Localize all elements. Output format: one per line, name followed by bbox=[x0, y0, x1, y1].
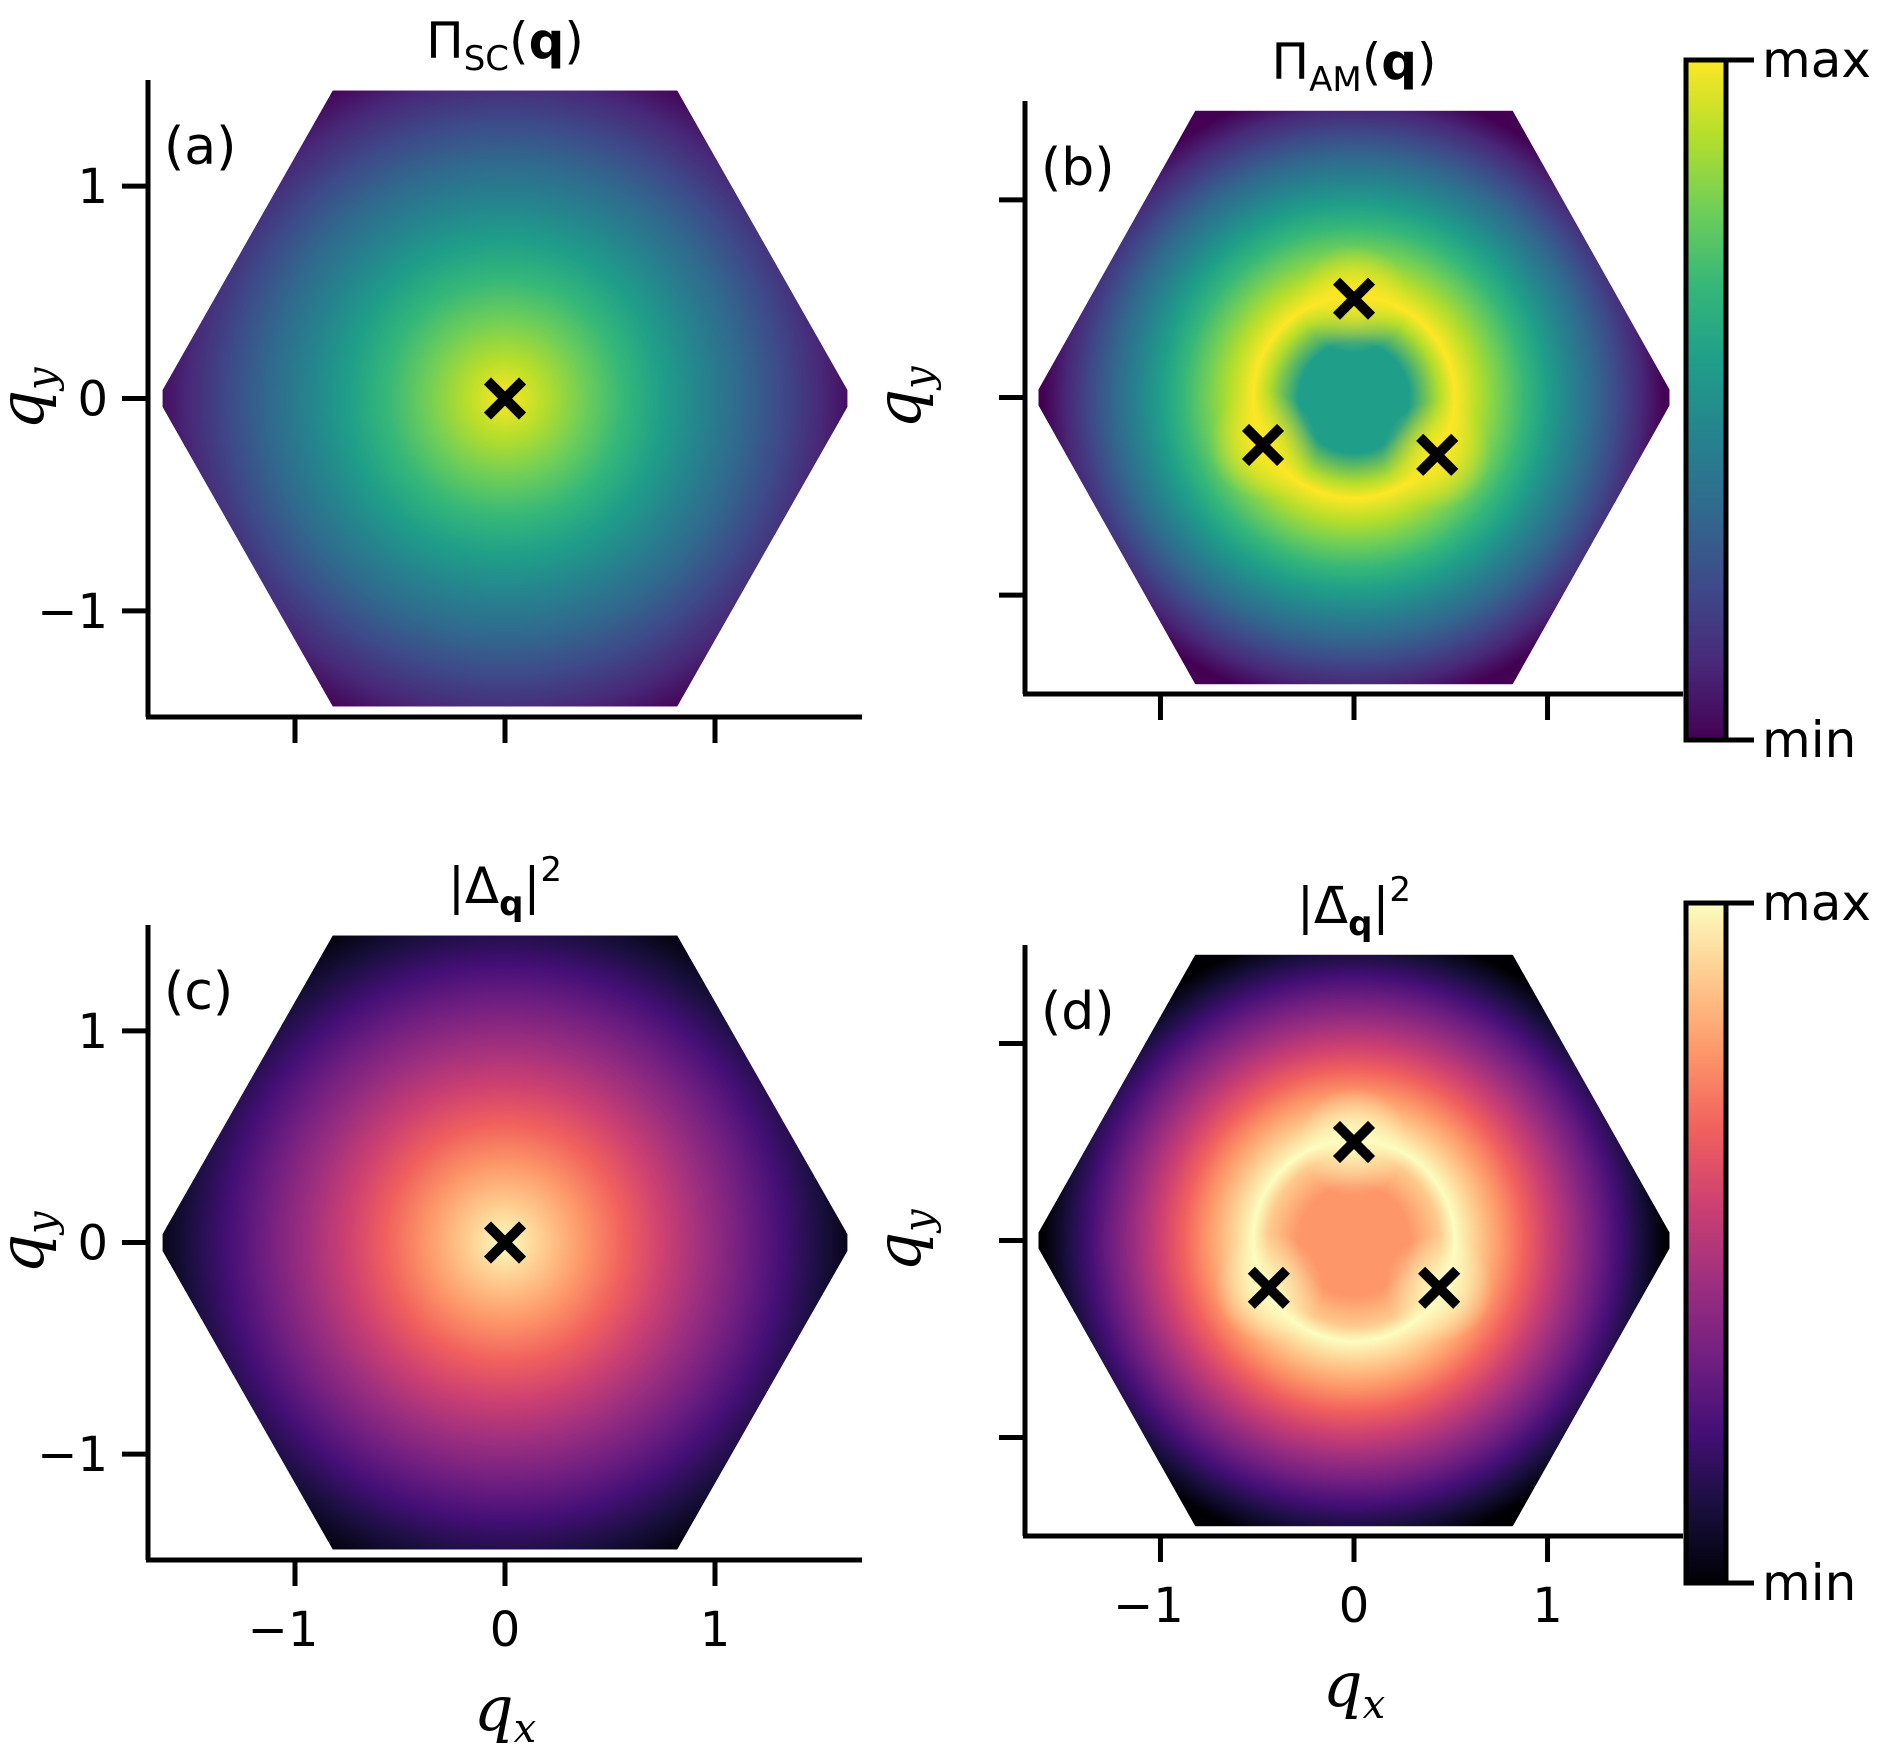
panel-title: |Δ̄q|2 bbox=[1297, 870, 1411, 944]
panel-letter: (b) bbox=[1041, 138, 1115, 198]
colorbar: max min bbox=[1683, 874, 1871, 1612]
y-tick-label: 1 bbox=[77, 1004, 108, 1060]
panel-letter: (a) bbox=[164, 117, 236, 177]
heatmap-field bbox=[1038, 954, 1670, 1527]
x-tick-label: 1 bbox=[700, 1602, 731, 1658]
x-tick-label: −1 bbox=[1113, 1578, 1184, 1634]
x-tick-label: 1 bbox=[1532, 1578, 1563, 1634]
colorbar-min-label: min bbox=[1762, 711, 1856, 769]
panel-3: −1 0 1 −1 0 1 qy qx (c) |Δq|2 bbox=[0, 850, 862, 1752]
x-tick-label: 0 bbox=[1339, 1578, 1370, 1634]
colorbar-max-label: max bbox=[1762, 874, 1871, 932]
x-axis-label: qx bbox=[474, 1672, 536, 1752]
x-tick-label: 0 bbox=[490, 1602, 521, 1658]
y-axis-label: qy bbox=[0, 366, 65, 430]
panel-title: ΠAM(q) bbox=[1271, 33, 1436, 100]
maximum-marker bbox=[483, 377, 527, 420]
panel-letter: (d) bbox=[1041, 982, 1115, 1042]
maximum-marker bbox=[1418, 1266, 1461, 1309]
y-tick-label: 0 bbox=[77, 372, 108, 428]
panel-2: qy (b) ΠAM(q) bbox=[862, 33, 1683, 720]
heatmap-field bbox=[1038, 110, 1670, 685]
maximum-marker bbox=[1332, 1120, 1376, 1164]
panel-title: ΠSC(q) bbox=[426, 12, 584, 79]
y-tick-label: 0 bbox=[77, 1216, 108, 1272]
y-axis-label: qy bbox=[862, 365, 942, 429]
heatmap-intensity bbox=[1038, 110, 1670, 685]
y-axis-label: qy bbox=[862, 1208, 942, 1272]
panel-title: |Δq|2 bbox=[448, 850, 562, 924]
panel-letter: (c) bbox=[164, 962, 233, 1022]
maximum-marker bbox=[1247, 1266, 1290, 1309]
maximum-marker bbox=[1416, 433, 1459, 476]
colorbar-gradient bbox=[1683, 57, 1729, 743]
x-axis-label: qx bbox=[1323, 1648, 1385, 1728]
colorbar-min-label: min bbox=[1762, 1554, 1856, 1612]
y-tick-label: 1 bbox=[77, 159, 108, 215]
colorbar-gradient bbox=[1683, 900, 1729, 1586]
y-axis-label: qy bbox=[0, 1210, 65, 1274]
y-tick-label: −1 bbox=[37, 584, 108, 640]
panel-1: −1 0 1 qy (a) ΠSC(q) bbox=[0, 12, 862, 743]
colorbar: max min bbox=[1683, 31, 1871, 769]
maximum-marker bbox=[1241, 423, 1285, 467]
panel-4: −1 0 1 qy qx (d) |Δ̄q|2 bbox=[862, 870, 1683, 1728]
maximum-marker bbox=[483, 1221, 527, 1264]
x-tick-label: −1 bbox=[248, 1602, 319, 1658]
maximum-marker bbox=[1332, 277, 1376, 320]
y-tick-label: −1 bbox=[37, 1427, 108, 1483]
colorbar-max-label: max bbox=[1762, 31, 1871, 89]
heatmap-intensity bbox=[1038, 954, 1670, 1527]
